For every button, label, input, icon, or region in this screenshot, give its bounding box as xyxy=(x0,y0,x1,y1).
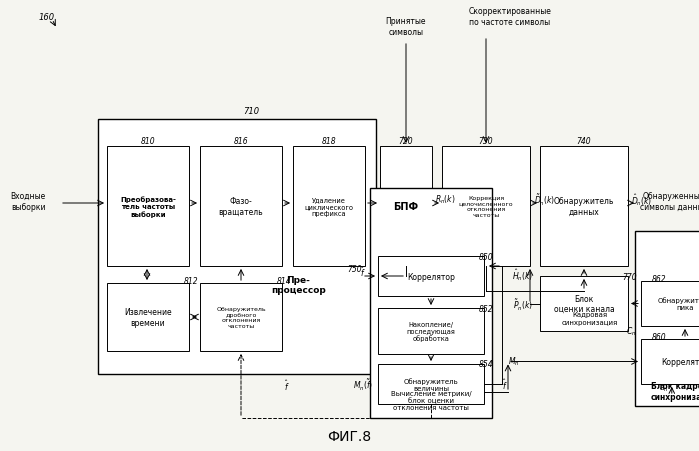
Text: 730: 730 xyxy=(479,137,493,146)
Text: $\hat{H}_n(k)$: $\hat{H}_n(k)$ xyxy=(512,267,533,282)
Text: 814: 814 xyxy=(277,277,291,286)
Text: $\hat{f}$: $\hat{f}$ xyxy=(284,378,290,392)
Text: Обнаружитель
величины: Обнаружитель величины xyxy=(403,377,459,391)
Text: Скорректированные
по частоте символы: Скорректированные по частоте символы xyxy=(468,7,552,27)
Text: $a_n$: $a_n$ xyxy=(659,383,669,393)
Bar xyxy=(370,189,492,418)
Text: Обнаружитель
данных: Обнаружитель данных xyxy=(554,197,614,216)
Text: Накопление/
последующая
обработка: Накопление/ последующая обработка xyxy=(407,321,456,342)
Bar xyxy=(98,120,376,374)
Text: Обнаружитель
дробного
отклонения
частоты: Обнаружитель дробного отклонения частоты xyxy=(216,306,266,328)
Text: 750: 750 xyxy=(347,264,362,273)
Text: $M_n$: $M_n$ xyxy=(508,355,519,368)
Text: Вычисление метрики/
блок оценки
отклонения частоты: Вычисление метрики/ блок оценки отклонен… xyxy=(391,390,471,410)
Text: 812: 812 xyxy=(184,277,199,286)
Text: $R_n(k)$: $R_n(k)$ xyxy=(435,193,456,206)
Bar xyxy=(200,283,282,351)
Bar xyxy=(635,231,699,406)
Text: $\tilde{D}_n(k)$: $\tilde{D}_n(k)$ xyxy=(534,192,555,207)
Text: Коррекция
целочисленного
отклонения
частоты: Коррекция целочисленного отклонения част… xyxy=(459,195,513,218)
Text: Извлечение
времени: Извлечение времени xyxy=(124,308,172,327)
Text: Удаление
циклического
префикса: Удаление циклического префикса xyxy=(305,197,354,216)
Text: 740: 740 xyxy=(577,137,591,146)
Bar xyxy=(378,257,484,296)
Text: Обнаруженные
символы данных: Обнаруженные символы данных xyxy=(640,192,699,211)
Text: $\hat{D}_n(k)$: $\hat{D}_n(k)$ xyxy=(631,192,652,207)
Text: 818: 818 xyxy=(322,137,336,146)
Bar xyxy=(107,147,189,267)
Text: Обнаружитель
пика: Обнаружитель пика xyxy=(658,297,699,311)
Text: 810: 810 xyxy=(140,137,155,146)
Text: Пре-
процессор: Пре- процессор xyxy=(271,276,326,295)
Bar xyxy=(380,147,432,267)
Text: $M_n(\tilde{f})$: $M_n(\tilde{f})$ xyxy=(353,377,373,391)
Bar xyxy=(540,147,628,267)
Text: 770: 770 xyxy=(623,272,637,281)
Text: ФИГ.8: ФИГ.8 xyxy=(327,429,371,443)
Text: 854: 854 xyxy=(479,360,493,368)
Text: $\hat{f}$: $\hat{f}$ xyxy=(502,377,507,391)
Text: 860: 860 xyxy=(651,333,666,342)
Bar xyxy=(378,364,484,404)
Text: Коррелятор: Коррелятор xyxy=(661,357,699,366)
Text: 160: 160 xyxy=(39,13,55,22)
Text: Блок кадровой
синхронизации: Блок кадровой синхронизации xyxy=(651,382,699,401)
Bar xyxy=(293,147,365,267)
Text: $\tilde{f}$: $\tilde{f}$ xyxy=(361,265,366,278)
Bar xyxy=(378,308,484,354)
Text: 852: 852 xyxy=(479,304,493,313)
Text: Блок
оценки канала: Блок оценки канала xyxy=(554,294,614,313)
Text: Фазо-
вращатель: Фазо- вращатель xyxy=(219,197,264,216)
Text: 850: 850 xyxy=(479,252,493,261)
Text: $\tilde{P}_n(k)$: $\tilde{P}_n(k)$ xyxy=(513,297,533,312)
Text: Принятые
символы: Принятые символы xyxy=(386,17,426,37)
Text: 710: 710 xyxy=(243,107,259,116)
Text: 720: 720 xyxy=(398,137,413,146)
Text: Коррелятор: Коррелятор xyxy=(407,272,455,281)
Bar xyxy=(540,276,628,331)
Bar xyxy=(641,281,699,326)
Text: 862: 862 xyxy=(651,275,666,284)
Text: $C_n$: $C_n$ xyxy=(626,325,636,337)
Text: БПФ: БПФ xyxy=(394,202,419,212)
Text: Кадровая
синхронизация: Кадровая синхронизация xyxy=(562,312,618,325)
Bar xyxy=(442,147,530,267)
Text: 816: 816 xyxy=(233,137,248,146)
Bar xyxy=(107,283,189,351)
Bar xyxy=(641,339,699,384)
Bar xyxy=(200,147,282,267)
Text: Преобразова-
тель частоты
выборки: Преобразова- тель частоты выборки xyxy=(120,196,176,217)
Text: Входные
выборки: Входные выборки xyxy=(10,192,45,211)
